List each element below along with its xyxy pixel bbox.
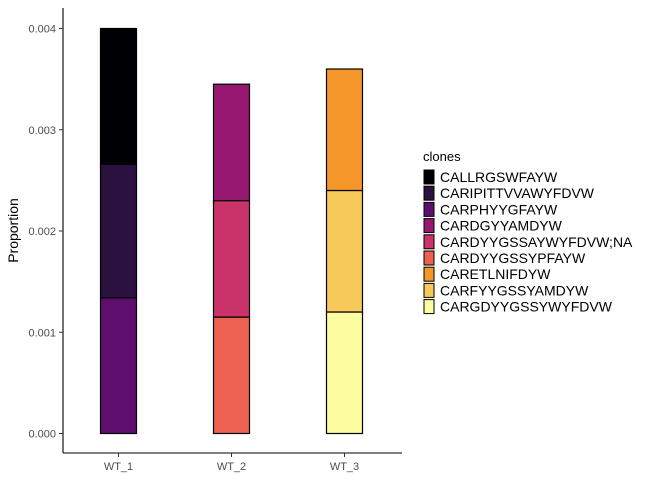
legend-label: CARDGYYAMDYW (440, 218, 563, 234)
legend-label: CARPHYYGFAYW (440, 201, 558, 217)
bar-segment (212, 83, 251, 202)
bar-segment (99, 27, 138, 165)
legend-key (423, 266, 435, 282)
legend-key (423, 282, 435, 298)
y-tick-label: 0.002 (28, 226, 56, 238)
bar-segment (325, 68, 364, 192)
legend-key (423, 201, 435, 217)
bar-segment (325, 189, 364, 313)
x-tick-label: WT_2 (217, 461, 246, 473)
legend-label: CARDYYGSSYPFAYW (440, 250, 586, 266)
y-axis-title: Proportion (5, 198, 21, 263)
legend-label: CARGDYYGSSYWYFDVW (440, 299, 613, 315)
bar-segment (99, 297, 138, 435)
bar-segment (212, 200, 251, 318)
legend-label: CARDYYGSSAYWYFDVW;NA (440, 234, 633, 250)
y-tick-label: 0.000 (28, 429, 56, 441)
legend: clones CALLRGSWFAYWCARIPITTVVAWYFDVWCARP… (423, 149, 633, 315)
legend-key (423, 169, 435, 185)
y-tick-label: 0.003 (28, 125, 56, 137)
legend-title: clones (423, 149, 461, 164)
bars (99, 27, 364, 435)
legend-key (423, 250, 435, 266)
bar-segment (99, 163, 138, 299)
legend-key (423, 185, 435, 201)
bar-segment (325, 311, 364, 435)
legend-label: CALLRGSWFAYW (440, 169, 558, 185)
bar-segment (212, 316, 251, 435)
y-tick-label: 0.004 (28, 24, 56, 36)
ticks: 0.000 0.001 0.002 0.003 0.004 WT_1 WT_2 WT_3 (28, 24, 359, 474)
legend-label: CARETLNIFDYW (440, 266, 551, 282)
legend-key (423, 218, 435, 234)
legend-label: CARFYYGSSYAMDYW (440, 282, 589, 298)
y-tick-label: 0.001 (28, 327, 56, 339)
legend-label: CARIPITTVVAWYFDVW (440, 185, 595, 201)
x-tick-label: WT_3 (330, 461, 359, 473)
x-tick-label: WT_1 (104, 461, 133, 473)
legend-key (423, 299, 435, 315)
legend-key (423, 234, 435, 250)
